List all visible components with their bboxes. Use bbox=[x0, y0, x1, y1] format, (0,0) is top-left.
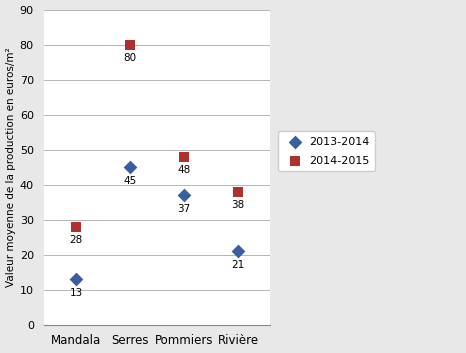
Text: 38: 38 bbox=[231, 201, 245, 210]
Text: 37: 37 bbox=[178, 204, 191, 214]
Text: 28: 28 bbox=[69, 235, 82, 245]
2013-2014 bbox=[126, 164, 134, 170]
2014-2015 bbox=[234, 189, 242, 195]
Legend: 2013-2014, 2014-2015: 2013-2014, 2014-2015 bbox=[278, 131, 375, 171]
Text: 45: 45 bbox=[123, 176, 137, 186]
2013-2014 bbox=[234, 249, 242, 254]
2014-2015 bbox=[126, 42, 134, 47]
Text: 80: 80 bbox=[123, 53, 137, 63]
Text: 21: 21 bbox=[231, 260, 245, 270]
Text: 13: 13 bbox=[69, 288, 82, 298]
2013-2014 bbox=[180, 192, 188, 198]
2014-2015 bbox=[72, 224, 80, 229]
Y-axis label: Valeur moyenne de la production en euros/m²: Valeur moyenne de la production en euros… bbox=[6, 47, 15, 287]
2014-2015 bbox=[180, 154, 188, 160]
2013-2014 bbox=[72, 276, 80, 282]
Text: 48: 48 bbox=[178, 166, 191, 175]
